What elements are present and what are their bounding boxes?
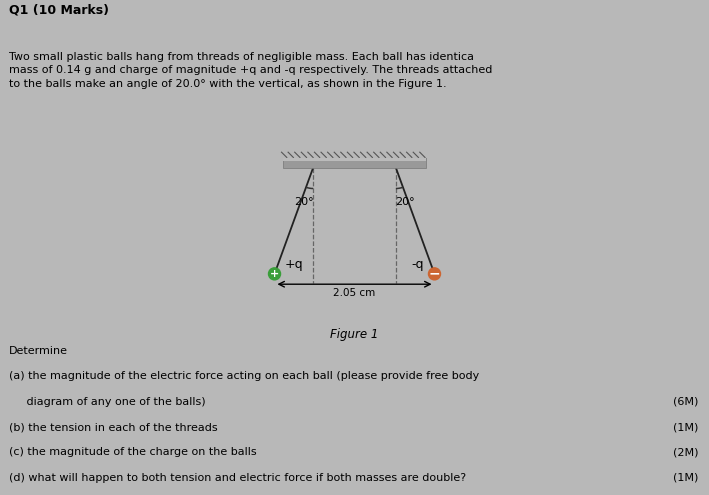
Text: (1M): (1M) bbox=[673, 473, 698, 483]
Text: −: − bbox=[429, 267, 440, 281]
Text: (b) the tension in each of the threads: (b) the tension in each of the threads bbox=[9, 422, 217, 432]
Text: (a) the magnitude of the electric force acting on each ball (please provide free: (a) the magnitude of the electric force … bbox=[9, 371, 479, 382]
Bar bbox=[283, 157, 426, 168]
Text: (d) what will happen to both tension and electric force if both masses are doubl: (d) what will happen to both tension and… bbox=[9, 473, 466, 483]
Text: Two small plastic balls hang from threads of negligible mass. Each ball has iden: Two small plastic balls hang from thread… bbox=[9, 52, 492, 89]
Bar bbox=[283, 157, 426, 161]
Text: +: + bbox=[270, 269, 279, 279]
Text: Figure 1: Figure 1 bbox=[330, 328, 379, 341]
Text: Determine: Determine bbox=[9, 346, 67, 356]
Text: Q1 (10 Marks): Q1 (10 Marks) bbox=[9, 3, 108, 16]
Text: +q: +q bbox=[285, 258, 303, 271]
Text: 2.05 cm: 2.05 cm bbox=[333, 288, 376, 298]
Text: (1M): (1M) bbox=[673, 422, 698, 432]
Text: (2M): (2M) bbox=[673, 447, 698, 457]
Text: 20°: 20° bbox=[396, 197, 415, 207]
Text: -q: -q bbox=[412, 258, 424, 271]
Text: (6M): (6M) bbox=[673, 397, 698, 407]
Text: (c) the magnitude of the charge on the balls: (c) the magnitude of the charge on the b… bbox=[9, 447, 256, 457]
Text: 20°: 20° bbox=[294, 197, 313, 207]
Circle shape bbox=[428, 268, 440, 280]
Circle shape bbox=[269, 268, 281, 280]
Text: diagram of any one of the balls): diagram of any one of the balls) bbox=[9, 397, 205, 407]
